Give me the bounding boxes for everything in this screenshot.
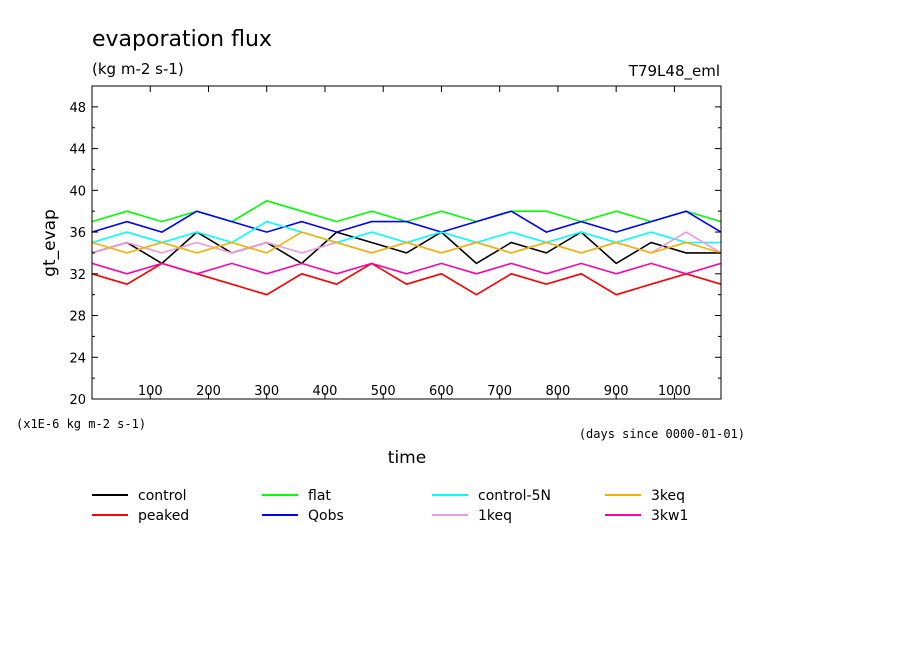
- experiment-label: T79L48_eml: [628, 62, 720, 81]
- y-tick-label: 32: [69, 268, 86, 283]
- x-tick-label: 100: [138, 384, 163, 399]
- y-tick-label: 40: [69, 184, 86, 199]
- y-tick-label: 28: [69, 310, 86, 325]
- series-line-control-5n: [91, 220, 721, 244]
- legend-label: Qobs: [308, 508, 344, 524]
- y-tick-label: 24: [69, 351, 86, 366]
- x-tick-label: 500: [371, 384, 396, 399]
- legend-label: 1keq: [478, 508, 512, 524]
- axis-ticks: 20 24 28 32 36 40 44 48 100 200 300 400 500 600 700 800…: [69, 85, 721, 408]
- plot-lines: [91, 199, 722, 296]
- x-units-label: (days since 0000-01-01): [579, 427, 745, 441]
- x-tick-label: 200: [196, 384, 221, 399]
- x-tick-label: 400: [313, 384, 338, 399]
- series-line-peaked: [91, 262, 722, 296]
- x-tick-label: 800: [546, 384, 571, 399]
- x-tick-label: 300: [254, 384, 279, 399]
- legend-label: control: [138, 488, 187, 504]
- legend-label: 3kw1: [651, 508, 688, 524]
- series-line-flat: [91, 199, 722, 223]
- plot-frame: [91, 85, 722, 400]
- legend-label: flat: [308, 488, 331, 504]
- x-tick-label: 600: [429, 384, 454, 399]
- y-tick-label: 36: [69, 226, 86, 241]
- x-axis-label: time: [388, 448, 426, 468]
- y-tick-label: 48: [69, 101, 86, 116]
- legend-label: peaked: [138, 508, 189, 524]
- x-tick-label: 1000: [658, 384, 691, 399]
- y-scale-note: (x1E-6 kg m-2 s-1): [16, 417, 146, 431]
- series-line-qobs: [91, 210, 722, 233]
- legend: control peaked flat Qobs control-5N 1keq 3keq 3…: [92, 488, 688, 524]
- chart-title: evaporation flux: [92, 27, 272, 52]
- x-tick-label: 900: [604, 384, 629, 399]
- series-line-3keq: [91, 231, 722, 254]
- y-tick-label: 44: [69, 143, 86, 158]
- y-axis-label: gt_evap: [40, 209, 60, 277]
- y-tick-label: 20: [69, 393, 86, 408]
- series-line-control: [91, 231, 721, 265]
- series-line-3kw1: [91, 262, 722, 275]
- x-tick-label: 700: [487, 384, 512, 399]
- legend-label: control-5N: [478, 488, 551, 504]
- legend-label: 3keq: [651, 488, 685, 504]
- chart-subtitle: (kg m-2 s-1): [92, 60, 184, 78]
